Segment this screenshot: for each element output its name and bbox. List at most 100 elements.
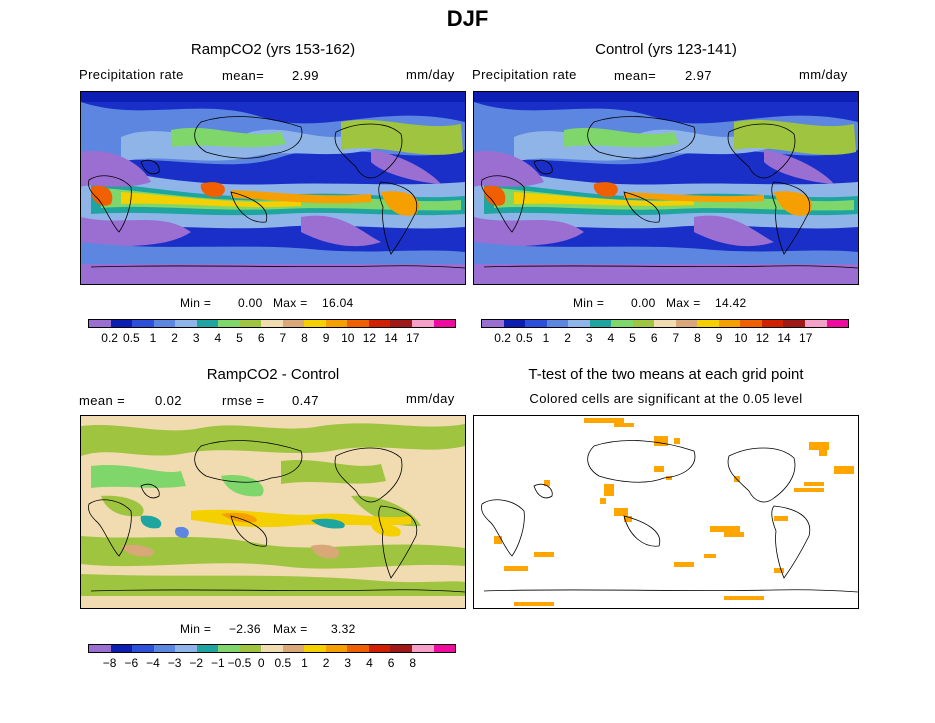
colorbar-tick-label: 5 (629, 331, 636, 345)
colorbar-swatch (783, 320, 805, 327)
colorbar-tick-label: 4 (214, 331, 222, 345)
colorbar-tick-label: 8 (409, 656, 417, 670)
panel1-max-value: 16.04 (322, 296, 354, 310)
colorbar-swatch (196, 645, 219, 652)
colorbar-swatch (568, 320, 590, 327)
colorbar-swatch (282, 645, 305, 652)
colorbar-swatch (196, 320, 219, 327)
panel3-min-value: −2.36 (229, 622, 261, 636)
panel2-mean-label: mean= (614, 68, 657, 83)
colorbar-swatch (325, 645, 348, 652)
colorbar-swatch (347, 645, 369, 652)
panel2-max-value: 14.42 (715, 296, 747, 310)
colorbar-swatch (503, 320, 526, 327)
colorbar-swatch (89, 320, 111, 327)
panel3-max-label: Max = (273, 622, 308, 636)
colorbar-swatch (325, 320, 348, 327)
colorbar-tick-label: −4 (146, 656, 160, 670)
colorbar-swatch (390, 320, 412, 327)
colorbar-tick-label: −1 (211, 656, 225, 670)
panel2-max-label: Max = (666, 296, 701, 310)
colorbar-tick-label: 4 (366, 656, 373, 670)
panel2-precip-map (473, 91, 859, 285)
colorbar-tick-label: 2 (564, 331, 571, 345)
panel3-rmse-label: rmse = (222, 393, 265, 408)
figure-title: DJF (446, 6, 489, 31)
colorbar-tick-label: 2 (322, 656, 330, 670)
colorbar-tick-label: 9 (715, 331, 723, 345)
panel3-mean-value: 0.02 (155, 393, 182, 408)
colorbar-tick-label: 8 (301, 331, 308, 345)
colorbar-tick-label: 1 (149, 331, 157, 345)
panel2-mean-value: 2.97 (685, 68, 712, 83)
panel1-min-value: 0.00 (238, 296, 263, 310)
colorbar-swatch (675, 320, 698, 327)
colorbar-tick-label: 14 (777, 331, 791, 345)
panel2-min-label: Min = (573, 296, 605, 310)
colorbar-swatch (89, 645, 111, 652)
panel4-title: T-test of the two means at each grid poi… (528, 366, 804, 383)
panel3-colorbar (88, 644, 456, 653)
colorbar-swatch (218, 320, 240, 327)
colorbar-swatch (433, 645, 456, 652)
colorbar-swatch (697, 320, 719, 327)
colorbar-swatch (390, 645, 412, 652)
colorbar-tick-label: 1 (301, 656, 308, 670)
panel1-units: mm/day (406, 67, 455, 82)
colorbar-tick-label: 6 (387, 656, 395, 670)
panel2-units: mm/day (799, 67, 848, 82)
panel1-mean-label: mean= (222, 68, 265, 83)
panel4-subtitle: Colored cells are significant at the 0.0… (529, 391, 803, 406)
colorbar-tick-label: 0.5 (122, 331, 140, 345)
colorbar-tick-label: 0.5 (274, 656, 292, 670)
colorbar-tick-label: 3 (585, 331, 593, 345)
panel1-variable-label: Precipitation rate (79, 67, 184, 82)
colorbar-swatch (132, 645, 154, 652)
colorbar-tick-label: 6 (650, 331, 658, 345)
colorbar-tick-label: 0 (257, 656, 265, 670)
colorbar-tick-label: 10 (734, 331, 748, 345)
panel1-max-label: Max = (273, 296, 308, 310)
colorbar-swatch (368, 645, 391, 652)
colorbar-tick-label: 17 (799, 331, 813, 345)
colorbar-swatch (239, 320, 262, 327)
colorbar-tick-label: 9 (322, 331, 330, 345)
panel3-max-value: 3.32 (331, 622, 356, 636)
panel1-min-label: Min = (180, 296, 212, 310)
colorbar-swatch (261, 645, 283, 652)
colorbar-swatch (304, 320, 326, 327)
colorbar-swatch (368, 320, 391, 327)
panel2-min-value: 0.00 (631, 296, 656, 310)
colorbar-swatch (611, 320, 633, 327)
colorbar-swatch (175, 320, 197, 327)
colorbar-swatch (546, 320, 569, 327)
colorbar-tick-label: 7 (279, 331, 287, 345)
panel1-mean-value: 2.99 (292, 68, 319, 83)
colorbar-tick-label: 17 (406, 331, 420, 345)
panel2-title: Control (yrs 123-141) (595, 41, 737, 58)
colorbar-swatch (761, 320, 784, 327)
colorbar-swatch (718, 320, 741, 327)
colorbar-swatch (632, 320, 655, 327)
colorbar-tick-label: 4 (607, 331, 615, 345)
colorbar-swatch (826, 320, 849, 327)
colorbar-swatch (411, 320, 434, 327)
colorbar-tick-label: 12 (362, 331, 377, 345)
colorbar-tick-label: 12 (755, 331, 770, 345)
colorbar-tick-label: 8 (694, 331, 701, 345)
colorbar-swatch (282, 320, 305, 327)
panel3-mean-label: mean = (79, 393, 126, 408)
colorbar-swatch (239, 645, 262, 652)
colorbar-swatch (110, 645, 133, 652)
colorbar-swatch (740, 320, 762, 327)
panel3-title: RampCO2 - Control (206, 366, 340, 383)
colorbar-swatch (525, 320, 547, 327)
colorbar-tick-label: −3 (167, 656, 182, 670)
colorbar-tick-label: 0.2 (494, 331, 511, 345)
colorbar-tick-label: 3 (192, 331, 200, 345)
panel3-min-label: Min = (180, 622, 212, 636)
colorbar-swatch (304, 645, 326, 652)
panel1-title: RampCO2 (yrs 153-162) (190, 41, 356, 58)
colorbar-tick-label: 1 (542, 331, 550, 345)
colorbar-swatch (804, 320, 827, 327)
